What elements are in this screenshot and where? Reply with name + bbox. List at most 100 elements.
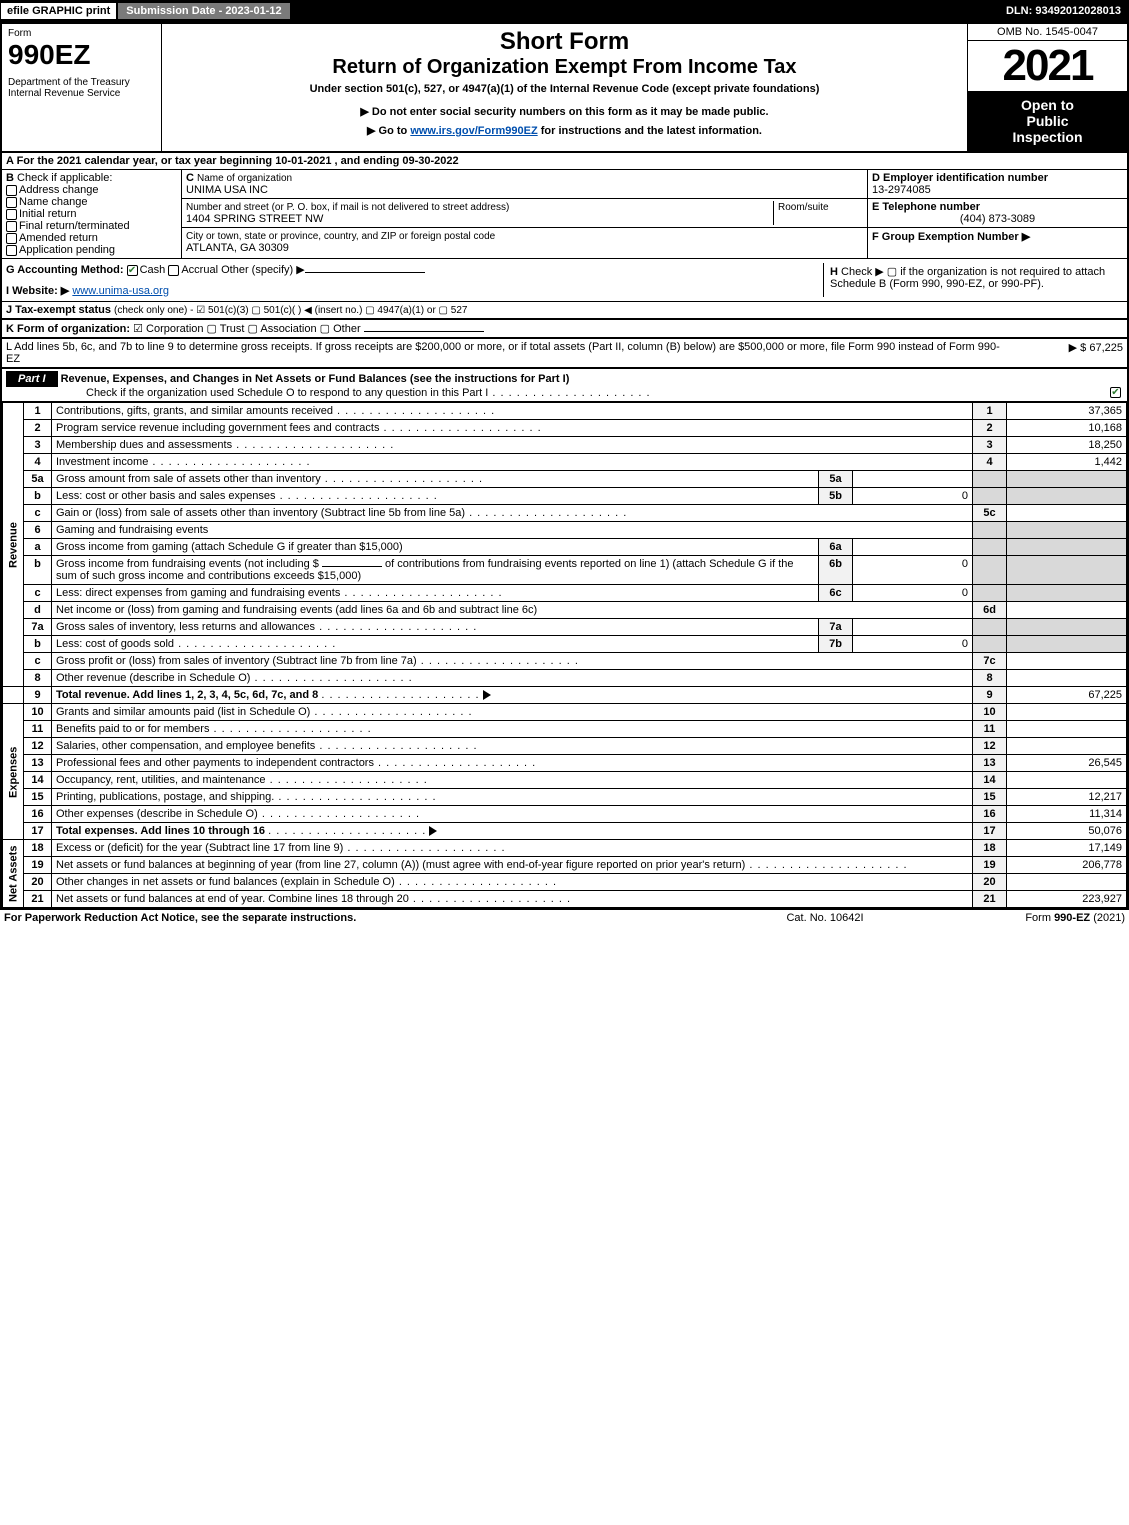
- l5c-num: c: [24, 505, 52, 522]
- l6c-midv: 0: [853, 585, 973, 602]
- l17-desc-b: Total expenses. Add lines 10 through 16: [56, 825, 265, 837]
- col-b: B Check if applicable: Address change Na…: [2, 170, 182, 258]
- l17-num: 17: [24, 823, 52, 840]
- checkbox-schedule-o[interactable]: [1110, 387, 1121, 398]
- l20-r: 20: [973, 874, 1007, 891]
- c-name-lbl: Name of organization: [197, 173, 292, 184]
- l12-r: 12: [973, 738, 1007, 755]
- l5a-num: 5a: [24, 471, 52, 488]
- g-cash: Cash: [140, 264, 166, 276]
- l20-amt: [1007, 874, 1127, 891]
- g-other: Other (specify) ▶: [221, 264, 305, 276]
- tax-year: 2021: [968, 41, 1127, 91]
- opt-amended: Amended return: [19, 232, 98, 244]
- opt-name: Name change: [19, 196, 88, 208]
- l18-num: 18: [24, 840, 52, 857]
- goto-post: for instructions and the latest informat…: [541, 125, 762, 137]
- k-row: K Form of organization: ☑ Corporation ▢ …: [2, 320, 1127, 339]
- checkbox-name-change[interactable]: [6, 197, 17, 208]
- checkbox-address-change[interactable]: [6, 185, 17, 196]
- l2-r: 2: [973, 420, 1007, 437]
- footer-left: For Paperwork Reduction Act Notice, see …: [4, 912, 725, 924]
- l11-amt: [1007, 721, 1127, 738]
- j-lbl: J Tax-exempt status: [6, 304, 111, 316]
- short-form-title: Short Form: [170, 28, 959, 56]
- l9-desc: Total revenue. Add lines 1, 2, 3, 4, 5c,…: [52, 687, 973, 704]
- goto-pre: ▶ Go to: [367, 125, 410, 137]
- checkbox-accrual[interactable]: [168, 265, 179, 276]
- d-lbl: D Employer identification number: [872, 172, 1048, 184]
- l19-r: 19: [973, 857, 1007, 874]
- c-city-block: City or town, state or province, country…: [182, 228, 867, 256]
- dept-irs: Internal Revenue Service: [8, 88, 155, 99]
- b-label: B: [6, 172, 14, 184]
- l6d-amt: [1007, 602, 1127, 619]
- c-name-block: C Name of organization UNIMA USA INC: [182, 170, 867, 199]
- l14-amt: [1007, 772, 1127, 789]
- l8-desc: Other revenue (describe in Schedule O): [52, 670, 973, 687]
- g-other-input[interactable]: [305, 272, 425, 273]
- l6a-mid: 6a: [819, 539, 853, 556]
- l6b-shade1: [973, 556, 1007, 585]
- l13-amt: 26,545: [1007, 755, 1127, 772]
- i-lbl: I Website: ▶: [6, 285, 69, 297]
- l7b-midv: 0: [853, 636, 973, 653]
- l6-shade2: [1007, 522, 1127, 539]
- l10-num: 10: [24, 704, 52, 721]
- l16-amt: 11,314: [1007, 806, 1127, 823]
- org-street: 1404 SPRING STREET NW: [186, 213, 323, 225]
- f-lbl: F Group Exemption Number ▶: [872, 231, 1030, 243]
- footer-mid: Cat. No. 10642I: [725, 912, 925, 924]
- checkbox-final-return[interactable]: [6, 221, 17, 232]
- l13-r: 13: [973, 755, 1007, 772]
- l11-desc: Benefits paid to or for members: [52, 721, 973, 738]
- l15-desc: Printing, publications, postage, and shi…: [52, 789, 973, 806]
- goto-link[interactable]: www.irs.gov/Form990EZ: [410, 125, 537, 137]
- header-mid: Short Form Return of Organization Exempt…: [162, 24, 967, 151]
- l1-amt: 37,365: [1007, 403, 1127, 420]
- l6a-midv: [853, 539, 973, 556]
- l8-amt: [1007, 670, 1127, 687]
- l7c-desc: Gross profit or (loss) from sales of inv…: [52, 653, 973, 670]
- checkbox-initial-return[interactable]: [6, 209, 17, 220]
- l10-amt: [1007, 704, 1127, 721]
- l19-desc: Net assets or fund balances at beginning…: [52, 857, 973, 874]
- k-lbl: K Form of organization:: [6, 323, 130, 335]
- l21-desc: Net assets or fund balances at end of ye…: [52, 891, 973, 908]
- open1: Open to: [972, 97, 1123, 113]
- checkbox-cash[interactable]: [127, 265, 138, 276]
- l9-desc-b: Total revenue. Add lines 1, 2, 3, 4, 5c,…: [56, 689, 318, 701]
- d-block: D Employer identification number 13-2974…: [868, 170, 1127, 199]
- l1-num: 1: [24, 403, 52, 420]
- l1-r: 1: [973, 403, 1007, 420]
- l7a-desc: Gross sales of inventory, less returns a…: [52, 619, 819, 636]
- l6d-desc: Net income or (loss) from gaming and fun…: [52, 602, 973, 619]
- l6c-num: c: [24, 585, 52, 602]
- l6-shade1: [973, 522, 1007, 539]
- l5c-amt: [1007, 505, 1127, 522]
- k-other-input[interactable]: [364, 331, 484, 332]
- l9-amt: 67,225: [1007, 687, 1127, 704]
- h-lbl: H: [830, 266, 838, 278]
- l14-r: 14: [973, 772, 1007, 789]
- checkbox-amended-return[interactable]: [6, 233, 17, 244]
- l15-num: 15: [24, 789, 52, 806]
- website-link[interactable]: www.unima-usa.org: [72, 285, 169, 297]
- org-city: ATLANTA, GA 30309: [186, 242, 289, 254]
- l4-amt: 1,442: [1007, 454, 1127, 471]
- l18-amt: 17,149: [1007, 840, 1127, 857]
- l21-num: 21: [24, 891, 52, 908]
- l6c-shade1: [973, 585, 1007, 602]
- l6-desc: Gaming and fundraising events: [52, 522, 973, 539]
- j-text: (check only one) - ☑ 501(c)(3) ▢ 501(c)(…: [114, 305, 467, 316]
- l6c-desc: Less: direct expenses from gaming and fu…: [52, 585, 819, 602]
- l6-num: 6: [24, 522, 52, 539]
- k-text: ☑ Corporation ▢ Trust ▢ Association ▢ Ot…: [133, 323, 361, 335]
- l2-desc: Program service revenue including govern…: [52, 420, 973, 437]
- l6c-mid: 6c: [819, 585, 853, 602]
- checkbox-application-pending[interactable]: [6, 245, 17, 256]
- l6b-blank[interactable]: [322, 566, 382, 567]
- opt-address: Address change: [19, 184, 99, 196]
- g-accrual: Accrual: [181, 264, 218, 276]
- l6b-mid: 6b: [819, 556, 853, 585]
